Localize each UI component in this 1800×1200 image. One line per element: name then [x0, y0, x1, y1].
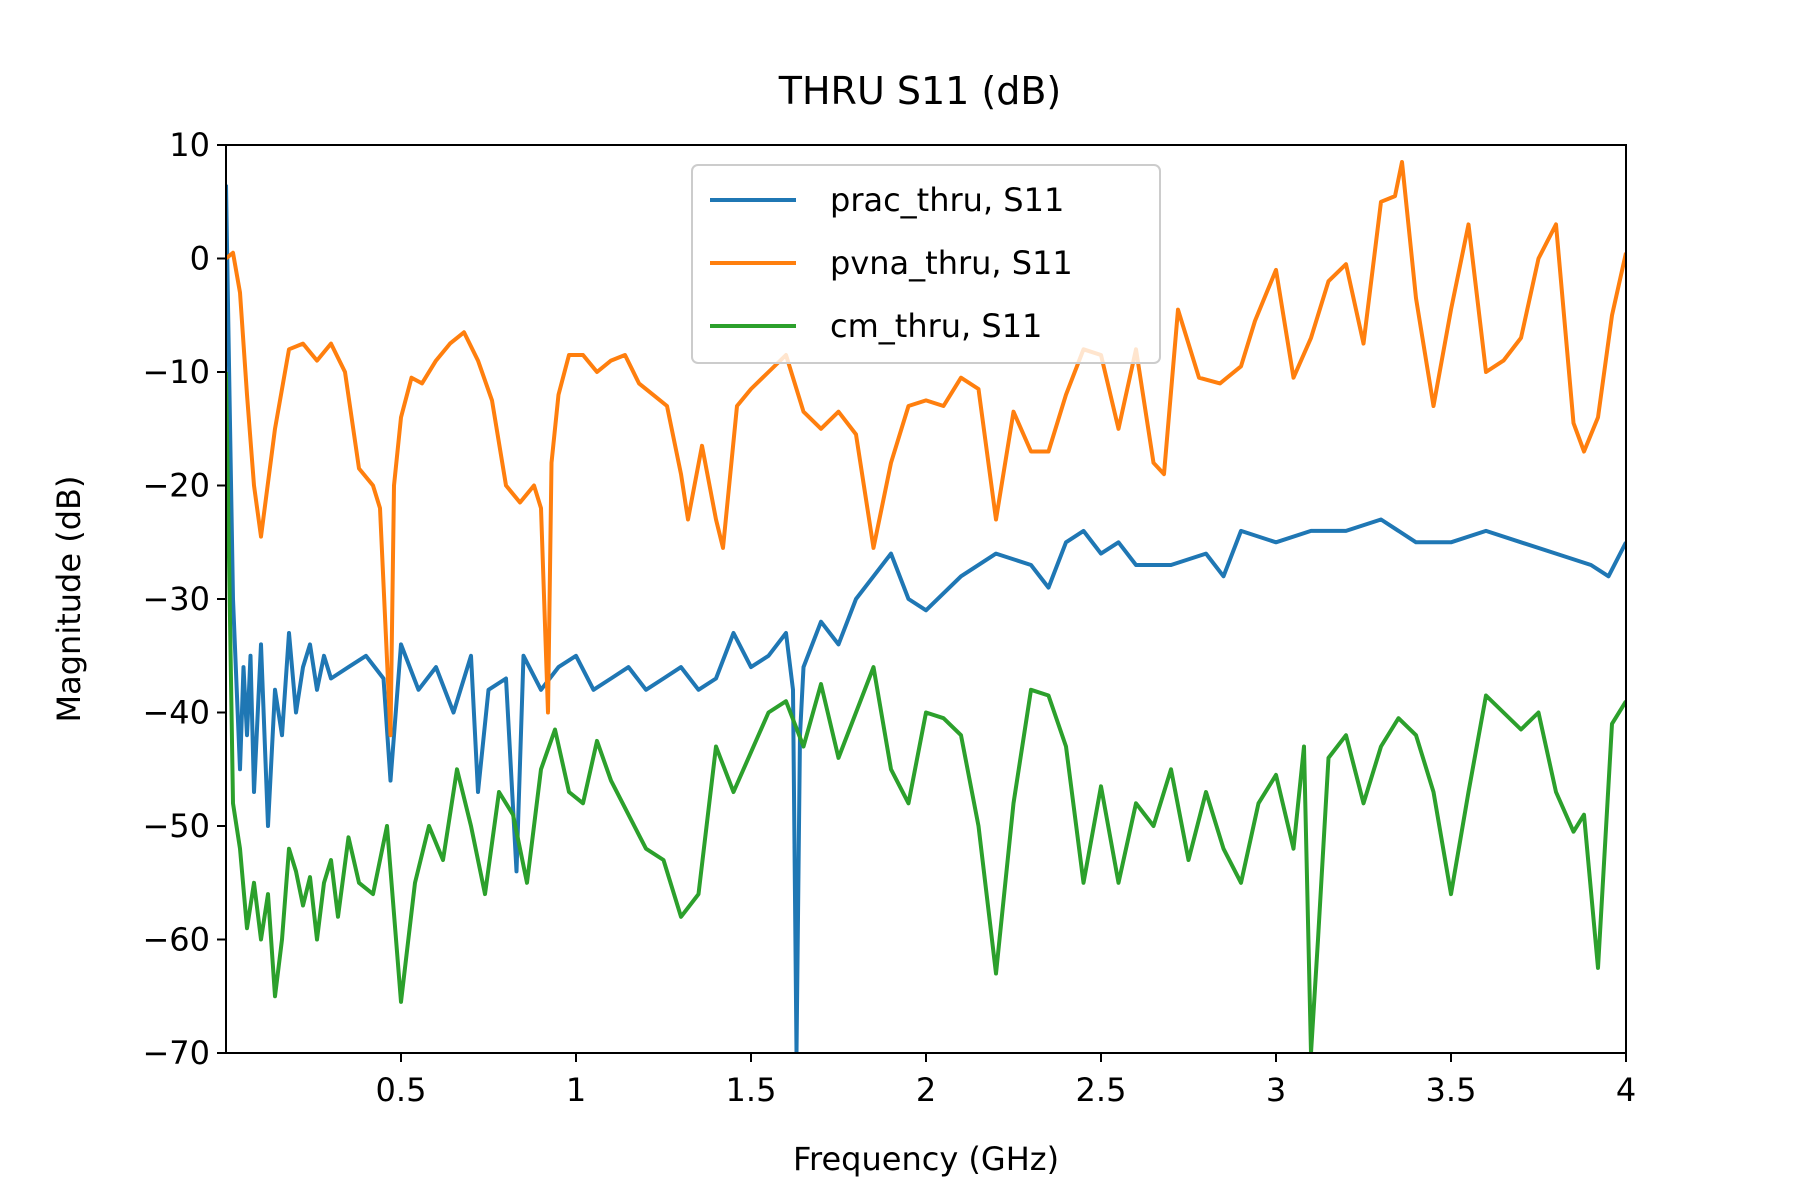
legend-box — [691, 164, 1161, 364]
legend: prac_thru, S11 pvna_thru, S11 cm_thru, S11 — [691, 164, 1161, 364]
x-tick-label: 1.5 — [726, 1071, 777, 1109]
legend-label: cm_thru, S11 — [830, 307, 1042, 345]
x-tick-label: 3 — [1266, 1071, 1286, 1109]
x-tick-label: 4 — [1616, 1071, 1636, 1109]
y-tick-label: −20 — [142, 467, 210, 505]
y-axis: 10 0 −10 −20 −30 −40 −50 −60 −70 — [142, 126, 226, 1072]
chart-title: THRU S11 (dB) — [778, 69, 1061, 113]
series-line-3 — [226, 371, 1626, 1053]
y-tick-label: −30 — [142, 580, 210, 618]
y-tick-label: −70 — [142, 1034, 210, 1072]
series-line-2 — [226, 160, 1626, 738]
y-tick-label: −10 — [142, 353, 210, 391]
legend-label: prac_thru, S11 — [830, 181, 1064, 219]
y-tick-label: 0 — [190, 240, 210, 278]
legend-label: pvna_thru, S11 — [830, 244, 1073, 282]
x-tick-label: 1 — [566, 1071, 586, 1109]
x-tick-label: 0.5 — [376, 1071, 427, 1109]
y-tick-label: 10 — [169, 126, 210, 164]
y-tick-label: −50 — [142, 807, 210, 845]
legend-items: prac_thru, S11 pvna_thru, S11 cm_thru, S11 — [710, 181, 1073, 345]
x-tick-label: 2.5 — [1076, 1071, 1127, 1109]
series-layer — [226, 160, 1626, 1053]
x-axis-label: Frequency (GHz) — [793, 1140, 1059, 1178]
x-axis: 0.5 1 1.5 2 2.5 3 3.5 4 — [376, 1053, 1636, 1109]
series-line-1 — [226, 184, 1626, 1053]
x-tick-label: 2 — [916, 1071, 936, 1109]
y-tick-label: −60 — [142, 921, 210, 959]
y-axis-label: Magnitude (dB) — [50, 476, 88, 723]
x-tick-label: 3.5 — [1426, 1071, 1477, 1109]
y-tick-label: −40 — [142, 694, 210, 732]
